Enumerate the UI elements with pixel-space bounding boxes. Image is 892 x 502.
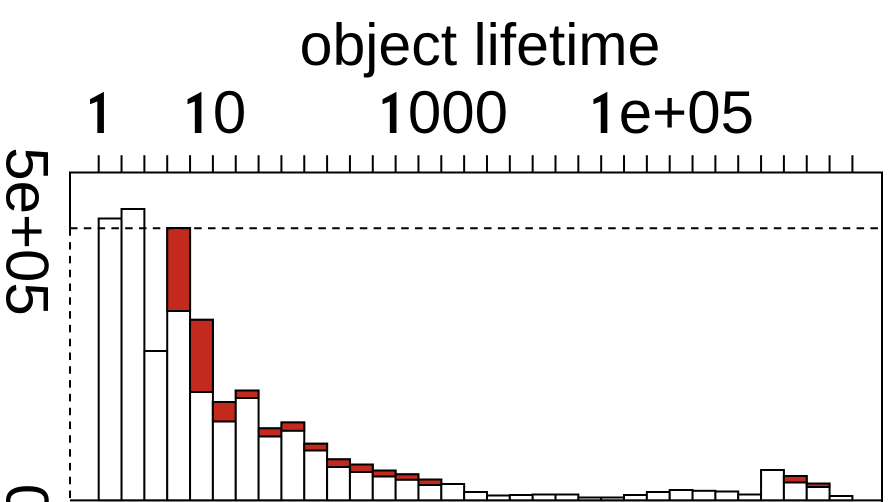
svg-text:0: 0 [0,484,61,502]
svg-text:5e+05: 5e+05 [0,147,61,316]
svg-text:object lifetime: object lifetime [300,12,661,78]
